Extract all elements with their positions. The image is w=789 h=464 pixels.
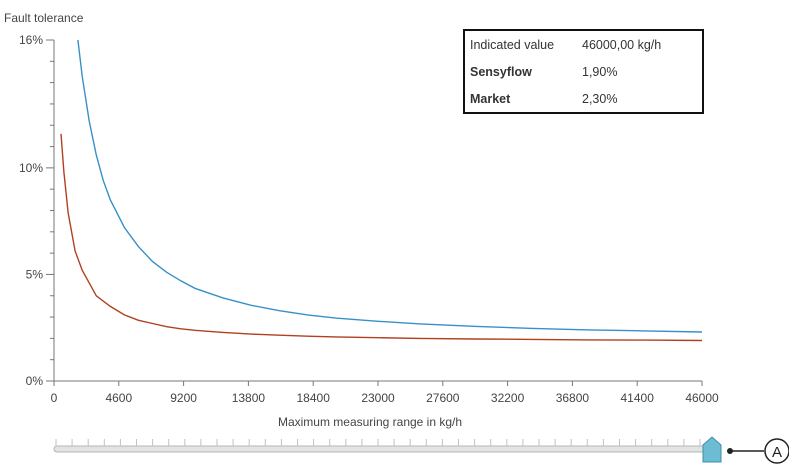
legend-indicated-label: Indicated value — [470, 38, 554, 52]
x-tick-label: 9200 — [170, 391, 197, 405]
slider-ticks — [55, 439, 701, 446]
series-layer — [60, 39, 703, 342]
y-tick-label: 10% — [19, 161, 43, 175]
x-tick-label: 0 — [51, 391, 58, 405]
x-ticks: 0 4600 9200 13800 18400 23000 27600 32200 36800 4… — [51, 381, 719, 405]
y-ticks: 0% 5% 10% 16% — [19, 33, 54, 388]
series-line-sensyflow — [60, 133, 703, 342]
range-slider[interactable] — [53, 436, 722, 463]
legend-sensyflow-name: Sensyflow — [470, 65, 532, 79]
callout-circle — [764, 438, 789, 464]
legend-box — [463, 29, 704, 114]
x-tick-label: 46000 — [685, 391, 719, 405]
x-tick-label: 32200 — [491, 391, 525, 405]
y-axis-label: Fault tolerance — [4, 11, 84, 25]
series-line-market — [77, 39, 703, 333]
y-tick-label: 0% — [26, 374, 44, 388]
x-tick-label: 41400 — [621, 391, 655, 405]
y-tick-label: 16% — [19, 33, 43, 47]
x-tick-label: 4600 — [105, 391, 132, 405]
x-tick-label: 23000 — [361, 391, 395, 405]
legend-market-value: 2,30% — [582, 92, 617, 106]
x-tick-label: 18400 — [297, 391, 331, 405]
callout-dot — [727, 448, 733, 454]
legend-indicated-value: 46000,00 kg/h — [582, 38, 661, 52]
legend-market-name: Market — [470, 92, 511, 106]
slider-thumb[interactable] — [702, 436, 722, 463]
x-axis-label: Maximum measuring range in kg/h — [278, 415, 462, 429]
slider-track[interactable] — [53, 445, 707, 453]
x-tick-label: 27600 — [426, 391, 460, 405]
legend-sensyflow-value: 1,90% — [582, 65, 617, 79]
x-tick-label: 13800 — [232, 391, 266, 405]
y-tick-label: 5% — [26, 267, 44, 281]
legend: Indicated value 46000,00 kg/h Sensyflow … — [463, 29, 704, 114]
x-tick-label: 36800 — [556, 391, 590, 405]
callout-label: A — [772, 444, 782, 461]
